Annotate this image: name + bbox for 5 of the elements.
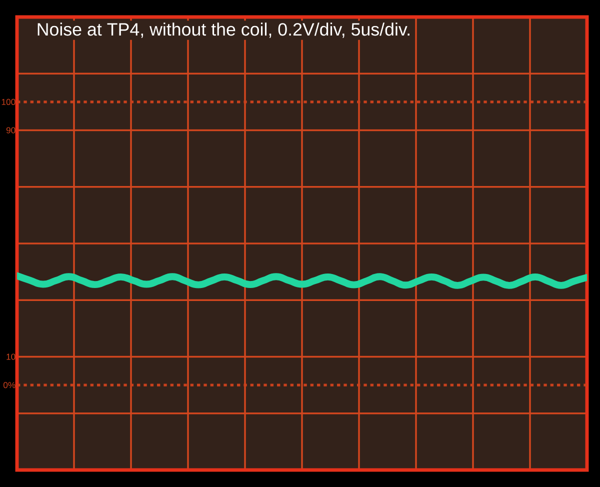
ref-line-label: 0% xyxy=(3,382,16,388)
ref-line-label: 100 xyxy=(2,98,16,106)
chart-title: Noise at TP4, without the coil, 0.2V/div, 5us/div. xyxy=(38,22,410,38)
y-tick-label: 10 xyxy=(6,354,16,360)
y-tick-label: 90 xyxy=(6,127,16,134)
